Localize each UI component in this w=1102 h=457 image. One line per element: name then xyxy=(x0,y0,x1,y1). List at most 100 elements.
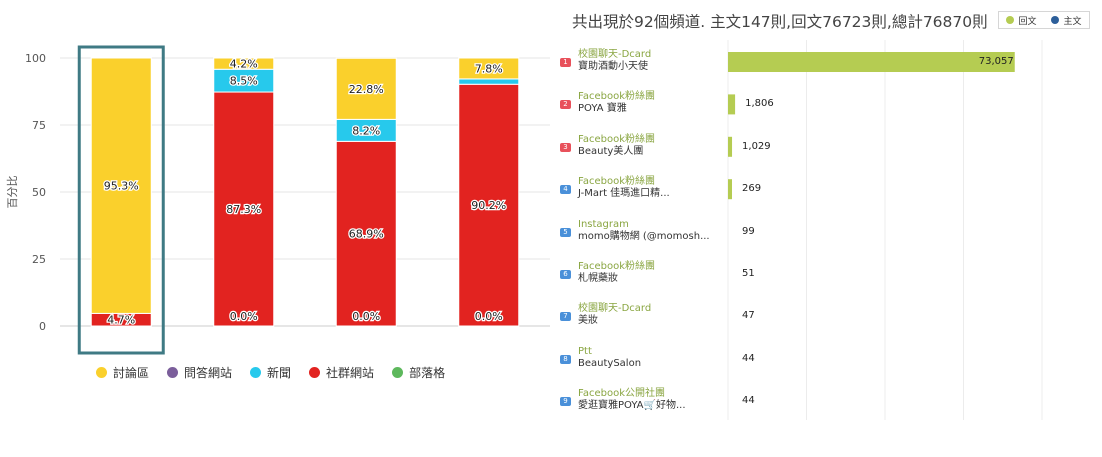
ranking-bar xyxy=(728,179,732,200)
channel-name: 寶助酒動小天使 xyxy=(578,61,648,72)
bar-value-label: 1,806 xyxy=(745,98,774,110)
bar-segment-討論區 xyxy=(458,57,520,80)
channel-row-label[interactable]: Facebook公開社團 愛逛寶雅POYA🛒好物... xyxy=(578,388,686,412)
data-label: 4.2% xyxy=(230,58,258,71)
channel-name: Beauty美人團 xyxy=(578,145,644,157)
legend-dot-icon xyxy=(309,367,321,378)
rank-badge: 5 xyxy=(560,227,571,237)
legend-item[interactable]: 討論區 xyxy=(96,364,149,381)
bar-segment-新聞 xyxy=(458,78,520,85)
bar-value-label: 44 xyxy=(742,395,755,407)
legend-dot-icon xyxy=(392,367,404,378)
data-label: 0.0% xyxy=(352,310,380,323)
data-label: 68.9% xyxy=(349,228,384,241)
bar-segment-社群網站 xyxy=(335,140,397,327)
bar-value-label: 51 xyxy=(742,268,755,279)
channel-name: BeautySalon xyxy=(578,357,642,369)
legend-label: 主文 xyxy=(1063,16,1082,27)
rank-badge: 2 xyxy=(560,100,571,110)
legend-label: 討論區 xyxy=(113,366,150,380)
stacked-bar-chart: 0 25 50 75 100 百分比 95.3% 4.7% 4.2% 8.5% 87.3% 0.0% 2… xyxy=(6,45,550,355)
channel-row-label[interactable]: 校園聊天-Dcard 美妝 xyxy=(578,303,651,327)
channel-source: Facebook公開社團 xyxy=(578,388,665,400)
channel-row-label[interactable]: Instagram momo購物網 (@momosh... xyxy=(578,219,710,243)
legend-item[interactable]: 新聞 xyxy=(250,364,291,381)
legend-label: 回文 xyxy=(1018,16,1037,27)
legend-label: 社群網站 xyxy=(326,366,375,380)
channel-row-label[interactable]: Ptt BeautySalon xyxy=(578,346,641,370)
legend-dot-icon xyxy=(250,367,262,378)
ranking-bar xyxy=(728,52,1015,72)
channel-source: Facebook粉絲團 xyxy=(578,91,655,103)
legend-dot-icon xyxy=(1006,16,1015,24)
channel-source: Ptt xyxy=(578,345,592,357)
data-label: 95.3% xyxy=(104,180,139,193)
ranking-bar xyxy=(728,136,733,157)
legend-label: 問答網站 xyxy=(184,366,233,380)
data-label: 87.3% xyxy=(226,203,261,216)
channel-name: momo購物網 (@momosh... xyxy=(578,230,710,242)
bar-segment-討論區 xyxy=(213,57,275,70)
y-tick-label: 0 xyxy=(39,320,46,333)
data-label: 90.2% xyxy=(471,199,506,212)
legend-dot-icon xyxy=(1051,16,1060,24)
legend-item[interactable]: 社群網站 xyxy=(309,364,374,381)
horizontal-bar-chart xyxy=(727,40,1043,420)
channel-row-label[interactable]: 校園聊天-Dcard 寶助酒動小天使 xyxy=(578,49,651,73)
channel-ranking-panel: 共出現於92個頻道. 主文147則,回文76723則,總計76870則 回文 主文… xyxy=(560,0,1102,457)
rank-badge: 6 xyxy=(560,270,571,279)
channel-name: 札幌藥妝 xyxy=(578,273,618,284)
bar-value-label: 44 xyxy=(742,352,755,364)
bar-segment-社群網站 xyxy=(213,91,275,327)
rank-badge: 4 xyxy=(560,185,571,195)
bar-value-label: 99 xyxy=(742,225,755,237)
bar-value-label: 47 xyxy=(742,310,755,322)
legend-dot-icon xyxy=(167,367,179,378)
ranking-bar xyxy=(728,94,736,115)
data-label: 0.0% xyxy=(230,310,258,323)
channel-name: 愛逛寶雅POYA🛒好物... xyxy=(578,400,686,412)
y-tick-label: 75 xyxy=(32,119,46,132)
legend-dot-icon xyxy=(96,367,107,378)
legend-label: 新聞 xyxy=(267,366,292,380)
channel-source: Facebook粉絲團 xyxy=(578,176,655,188)
channel-row-label[interactable]: Facebook粉絲團 Beauty美人團 xyxy=(578,134,655,158)
ranking-legend-item[interactable]: 主文 xyxy=(1051,14,1082,27)
channel-source: Facebook粉絲團 xyxy=(578,133,655,145)
rank-badge: 3 xyxy=(560,142,571,152)
channel-source: 校園聊天-Dcard xyxy=(578,49,652,60)
chart-legend: 討論區 問答網站 新聞 社群網站 部落格 xyxy=(96,364,445,381)
channel-row-label[interactable]: Facebook粉絲團 J-Mart 佳瑪進口精... xyxy=(578,176,670,200)
data-label: 8.5% xyxy=(230,75,258,88)
data-label: 0.0% xyxy=(475,310,503,323)
channel-source: 校園聊天-Dcard xyxy=(578,303,652,315)
data-label: 7.8% xyxy=(475,62,503,75)
channel-name: J-Mart 佳瑪進口精... xyxy=(578,188,670,200)
bar-value-label: 73,057 xyxy=(978,56,1014,67)
ranking-title: 共出現於92個頻道. 主文147則,回文76723則,總計76870則 xyxy=(572,13,988,31)
bar-value-label: 1,029 xyxy=(742,140,771,152)
y-tick-label: 50 xyxy=(32,186,46,199)
rank-badge: 7 xyxy=(560,312,571,322)
rank-badge: 8 xyxy=(560,354,571,364)
y-tick-label: 100 xyxy=(25,52,46,65)
legend-item[interactable]: 部落格 xyxy=(392,364,445,381)
bar-value-label: 269 xyxy=(742,183,762,195)
bar-segment-社群網站 xyxy=(458,83,520,327)
y-axis-label: 百分比 xyxy=(6,176,19,209)
rank-badge: 9 xyxy=(560,397,571,407)
ranking-legend: 回文 主文 xyxy=(998,11,1090,29)
channel-row-label[interactable]: Facebook粉絲團 札幌藥妝 xyxy=(578,261,655,285)
channel-name: 美妝 xyxy=(578,315,598,327)
highlight-box xyxy=(77,45,165,355)
bar-segment-討論區 xyxy=(335,57,397,120)
y-tick-label: 25 xyxy=(32,253,46,266)
bar-segment-討論區 xyxy=(90,57,152,314)
legend-item[interactable]: 問答網站 xyxy=(167,364,232,381)
rank-badge: 1 xyxy=(560,58,571,67)
channel-name: POYA 寶雅 xyxy=(578,103,627,115)
data-label: 4.7% xyxy=(107,314,135,327)
ranking-legend-item[interactable]: 回文 xyxy=(1006,14,1037,27)
channel-row-label[interactable]: Facebook粉絲團 POYA 寶雅 xyxy=(578,91,655,115)
data-label: 22.8% xyxy=(349,83,384,96)
